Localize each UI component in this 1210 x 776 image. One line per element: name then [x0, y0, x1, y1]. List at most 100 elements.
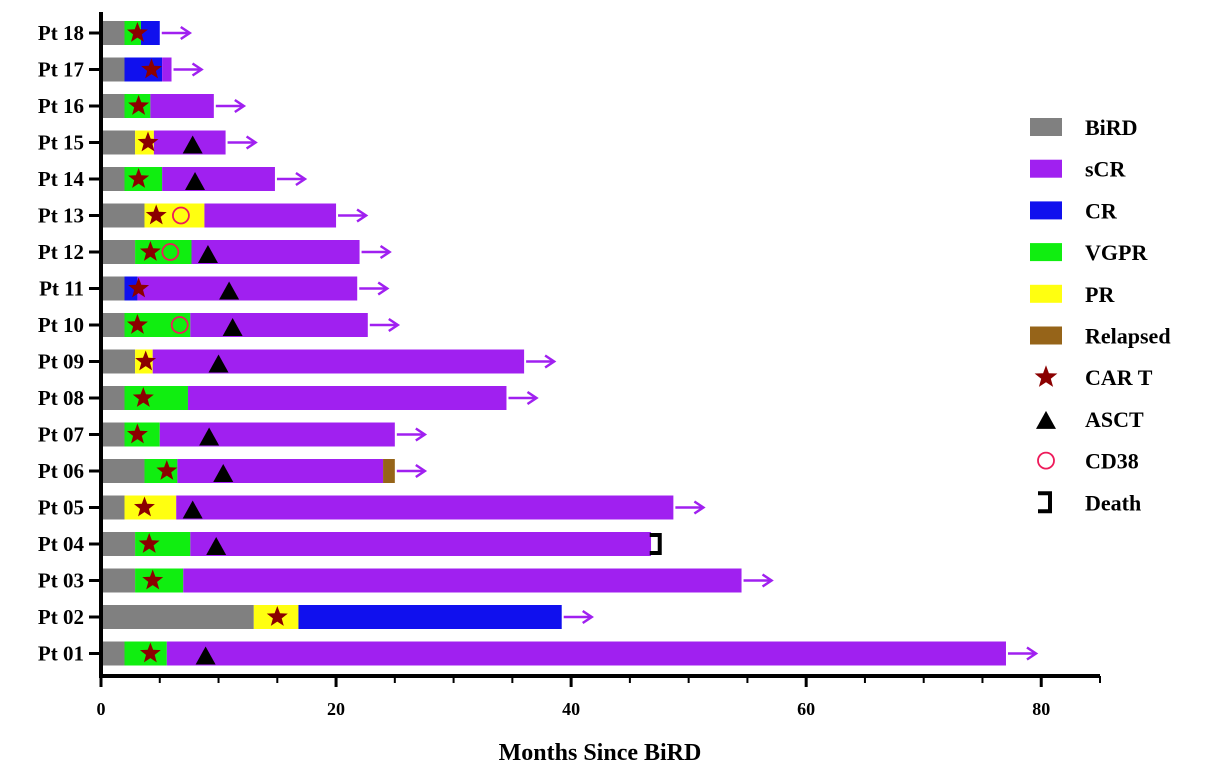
patient-label-pt-08: Pt 08 — [38, 386, 84, 410]
car-t-marker — [135, 350, 157, 371]
car-t-marker — [134, 496, 155, 517]
segment-cr — [298, 605, 562, 629]
patient-label-pt-04: Pt 04 — [38, 532, 85, 556]
segment-scr — [204, 203, 337, 228]
segment-vgpr — [135, 240, 192, 264]
segment-relapsed — [383, 459, 395, 483]
segment-bird — [101, 313, 125, 337]
ongoing-arrowhead — [526, 390, 539, 406]
asct-marker — [208, 354, 229, 373]
asct-marker — [182, 500, 203, 519]
ongoing-arrowhead — [1026, 646, 1039, 661]
asct-marker — [197, 245, 218, 263]
ongoing-arrowhead — [379, 244, 392, 260]
car-t-marker — [156, 460, 178, 480]
legend-swatch-death — [1038, 491, 1052, 514]
car-t-marker — [138, 533, 160, 553]
legend-swatch-bird — [1030, 118, 1062, 136]
patient-label-pt-12: Pt 12 — [38, 240, 84, 264]
segment-bird — [101, 459, 145, 483]
patient-bars — [101, 21, 1006, 666]
x-tick-label: 80 — [1032, 699, 1050, 719]
ongoing-arrowhead — [377, 281, 390, 296]
x-tick-label: 60 — [797, 699, 815, 719]
car-t-marker — [139, 642, 161, 663]
legend-swatch-car-t — [1034, 365, 1058, 387]
segment-bird — [101, 94, 125, 118]
legend-label-cd38: CD38 — [1085, 449, 1139, 474]
asct-marker — [213, 464, 234, 482]
car-t-marker — [127, 314, 148, 334]
segment-scr — [162, 167, 275, 191]
car-t-marker — [266, 606, 288, 626]
ongoing-arrowhead — [415, 463, 428, 479]
legend-label-relapsed: Relapsed — [1085, 324, 1171, 349]
legend-label-scr: sCR — [1085, 157, 1126, 182]
x-axis-label: Months Since BiRD — [499, 740, 702, 766]
segment-bird — [101, 386, 125, 410]
legend: BiRD sCR CR VGPR PR Relapsed CAR T ASCT CD38 Deat… — [1030, 115, 1171, 515]
segment-bird — [101, 495, 125, 520]
patient-label-pt-11: Pt 11 — [39, 277, 84, 301]
patient-label-pt-16: Pt 16 — [38, 94, 84, 118]
patient-label-pt-15: Pt 15 — [38, 131, 84, 155]
segment-scr — [183, 568, 742, 593]
segment-scr — [162, 57, 172, 82]
segment-bird — [101, 641, 125, 666]
legend-label-vgpr: VGPR — [1085, 240, 1148, 265]
cd38-marker — [161, 243, 180, 261]
event-markers — [127, 22, 1039, 665]
legend-swatch-pr — [1030, 284, 1062, 303]
legend-label-bird: BiRD — [1085, 115, 1138, 140]
segment-bird — [101, 130, 136, 155]
segment-bird — [101, 240, 136, 264]
segment-scr — [187, 386, 507, 410]
ongoing-arrowhead — [693, 500, 706, 515]
patient-label-pt-09: Pt 09 — [38, 350, 84, 374]
segment-bird — [101, 422, 125, 447]
patient-label-pt-06: Pt 06 — [38, 459, 84, 483]
segment-scr — [176, 495, 674, 520]
cd38-marker — [170, 316, 189, 334]
car-t-marker — [132, 387, 154, 407]
ongoing-arrowhead — [544, 354, 557, 369]
legend-label-asct: ASCT — [1085, 407, 1144, 432]
asct-marker — [195, 646, 216, 665]
ongoing-arrowhead — [582, 609, 594, 625]
segment-bird — [101, 349, 136, 374]
car-t-marker — [142, 569, 164, 590]
patient-label-pt-17: Pt 17 — [38, 58, 84, 82]
segment-scr — [137, 276, 358, 301]
asct-marker — [185, 172, 206, 190]
car-t-marker — [127, 423, 148, 444]
car-t-marker — [128, 168, 150, 188]
segment-scr — [190, 532, 652, 556]
asct-marker — [219, 281, 240, 300]
asct-marker — [182, 135, 203, 154]
car-t-marker — [128, 277, 150, 298]
x-tick-label: 20 — [327, 699, 345, 719]
car-t-marker — [139, 241, 161, 261]
ongoing-arrowhead — [191, 62, 204, 77]
legend-label-death: Death — [1085, 490, 1141, 515]
segment-bird — [101, 167, 125, 191]
segment-scr — [166, 641, 1006, 666]
asct-marker — [206, 537, 227, 555]
segment-bird — [101, 605, 254, 629]
ongoing-arrowhead — [761, 573, 774, 588]
legend-swatch-cd38 — [1037, 451, 1055, 470]
patient-label-pt-02: Pt 02 — [38, 605, 84, 629]
death-marker — [649, 533, 662, 555]
car-t-marker — [137, 131, 159, 152]
ongoing-arrowhead — [245, 135, 258, 150]
legend-swatch-scr — [1030, 159, 1062, 178]
x-tick-label: 0 — [97, 699, 106, 719]
patient-label-pt-10: Pt 10 — [38, 313, 84, 337]
segment-scr — [152, 349, 525, 374]
patient-label-pt-14: Pt 14 — [38, 167, 85, 191]
asct-marker — [199, 427, 220, 446]
ongoing-arrowhead — [388, 317, 401, 333]
segment-bird — [101, 57, 125, 82]
legend-swatch-cr — [1030, 201, 1062, 220]
